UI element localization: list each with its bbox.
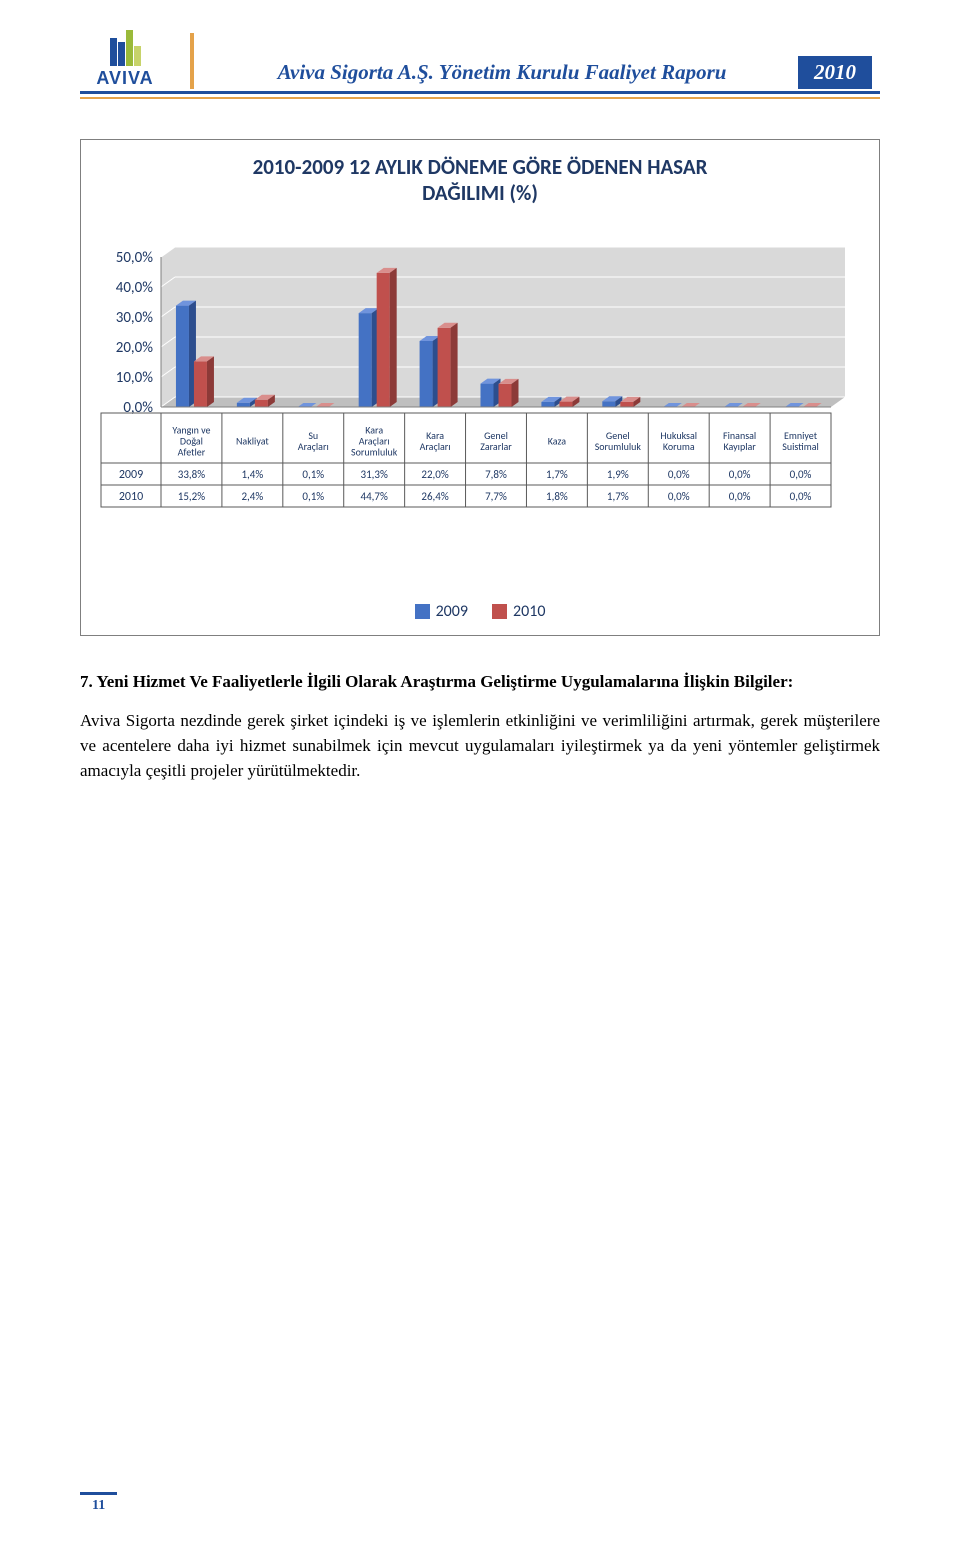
svg-text:Sorumluluk: Sorumluluk: [595, 440, 642, 453]
svg-text:Afetler: Afetler: [178, 445, 206, 458]
logo-text: AVIVA: [80, 68, 170, 89]
chart-legend: 2009 2010: [91, 602, 869, 621]
svg-text:Koruma: Koruma: [663, 440, 695, 453]
section-7-heading: 7. Yeni Hizmet Ve Faaliyetlerle İlgili O…: [80, 670, 880, 694]
svg-text:1,4%: 1,4%: [241, 468, 263, 481]
legend-label-2009: 2009: [436, 602, 468, 621]
legend-swatch-2009: [415, 604, 430, 619]
svg-text:0,0%: 0,0%: [668, 468, 690, 481]
svg-text:Suistimal: Suistimal: [782, 440, 819, 453]
page-footer: 11: [80, 1492, 117, 1515]
svg-text:10,0%: 10,0%: [116, 369, 154, 387]
header-underline: [80, 97, 880, 99]
svg-text:2,4%: 2,4%: [241, 490, 263, 503]
document-title: Aviva Sigorta A.Ş. Yönetim Kurulu Faaliy…: [214, 60, 790, 89]
page-header: AVIVA Aviva Sigorta A.Ş. Yönetim Kurulu …: [80, 30, 880, 94]
svg-text:20,0%: 20,0%: [116, 339, 154, 357]
chart-title: 2010-2009 12 AYLIK DÖNEME GÖRE ÖDENEN HA…: [91, 154, 869, 207]
section-7-paragraph: Aviva Sigorta nezdinde gerek şirket için…: [80, 709, 880, 783]
svg-text:Kayıplar: Kayıplar: [723, 440, 756, 453]
logo-icon: [108, 30, 142, 66]
svg-text:Araçları: Araçları: [298, 440, 329, 453]
svg-text:1,8%: 1,8%: [546, 490, 568, 503]
svg-text:15,2%: 15,2%: [178, 490, 205, 503]
legend-item-2010: 2010: [492, 602, 545, 621]
svg-text:0,0%: 0,0%: [668, 490, 690, 503]
svg-text:Araçları: Araçları: [420, 440, 451, 453]
svg-text:50,0%: 50,0%: [116, 249, 154, 267]
svg-text:31,3%: 31,3%: [361, 468, 388, 481]
svg-text:33,8%: 33,8%: [178, 468, 205, 481]
chart-title-line1: 2010-2009 12 AYLIK DÖNEME GÖRE ÖDENEN HA…: [253, 154, 708, 180]
svg-text:1,7%: 1,7%: [607, 490, 629, 503]
svg-text:7,8%: 7,8%: [485, 468, 507, 481]
header-separator: [190, 33, 194, 89]
svg-text:44,7%: 44,7%: [361, 490, 388, 503]
legend-label-2010: 2010: [513, 602, 545, 621]
svg-text:0,0%: 0,0%: [729, 468, 751, 481]
svg-text:Kaza: Kaza: [548, 434, 567, 447]
svg-text:Zararlar: Zararlar: [480, 440, 512, 453]
svg-text:26,4%: 26,4%: [421, 490, 448, 503]
chart-svg: 0,0%10,0%20,0%30,0%40,0%50,0%Yangın veDo…: [91, 237, 851, 567]
svg-text:0,1%: 0,1%: [302, 490, 324, 503]
svg-text:0,0%: 0,0%: [729, 490, 751, 503]
svg-text:40,0%: 40,0%: [116, 279, 154, 297]
svg-text:1,9%: 1,9%: [607, 468, 629, 481]
svg-text:2009: 2009: [119, 468, 143, 482]
svg-text:0,1%: 0,1%: [302, 468, 324, 481]
legend-swatch-2010: [492, 604, 507, 619]
svg-text:Nakliyat: Nakliyat: [236, 434, 269, 447]
svg-text:0,0%: 0,0%: [790, 490, 812, 503]
chart-title-line2: DAĞILIMI (%): [422, 180, 538, 206]
svg-text:2010: 2010: [119, 490, 143, 504]
header-year: 2010: [798, 56, 872, 89]
chart-plot: 0,0%10,0%20,0%30,0%40,0%50,0%Yangın veDo…: [91, 237, 869, 572]
svg-text:30,0%: 30,0%: [116, 309, 154, 327]
svg-text:0,0%: 0,0%: [790, 468, 812, 481]
svg-text:0,0%: 0,0%: [123, 399, 153, 417]
logo: AVIVA: [80, 30, 170, 89]
svg-text:Sorumluluk: Sorumluluk: [351, 445, 398, 458]
header-year-container: 2010: [790, 56, 880, 89]
chart-container: 2010-2009 12 AYLIK DÖNEME GÖRE ÖDENEN HA…: [80, 139, 880, 636]
svg-text:22,0%: 22,0%: [421, 468, 448, 481]
page-number: 11: [80, 1492, 117, 1515]
legend-item-2009: 2009: [415, 602, 468, 621]
svg-text:7,7%: 7,7%: [485, 490, 507, 503]
svg-text:1,7%: 1,7%: [546, 468, 568, 481]
